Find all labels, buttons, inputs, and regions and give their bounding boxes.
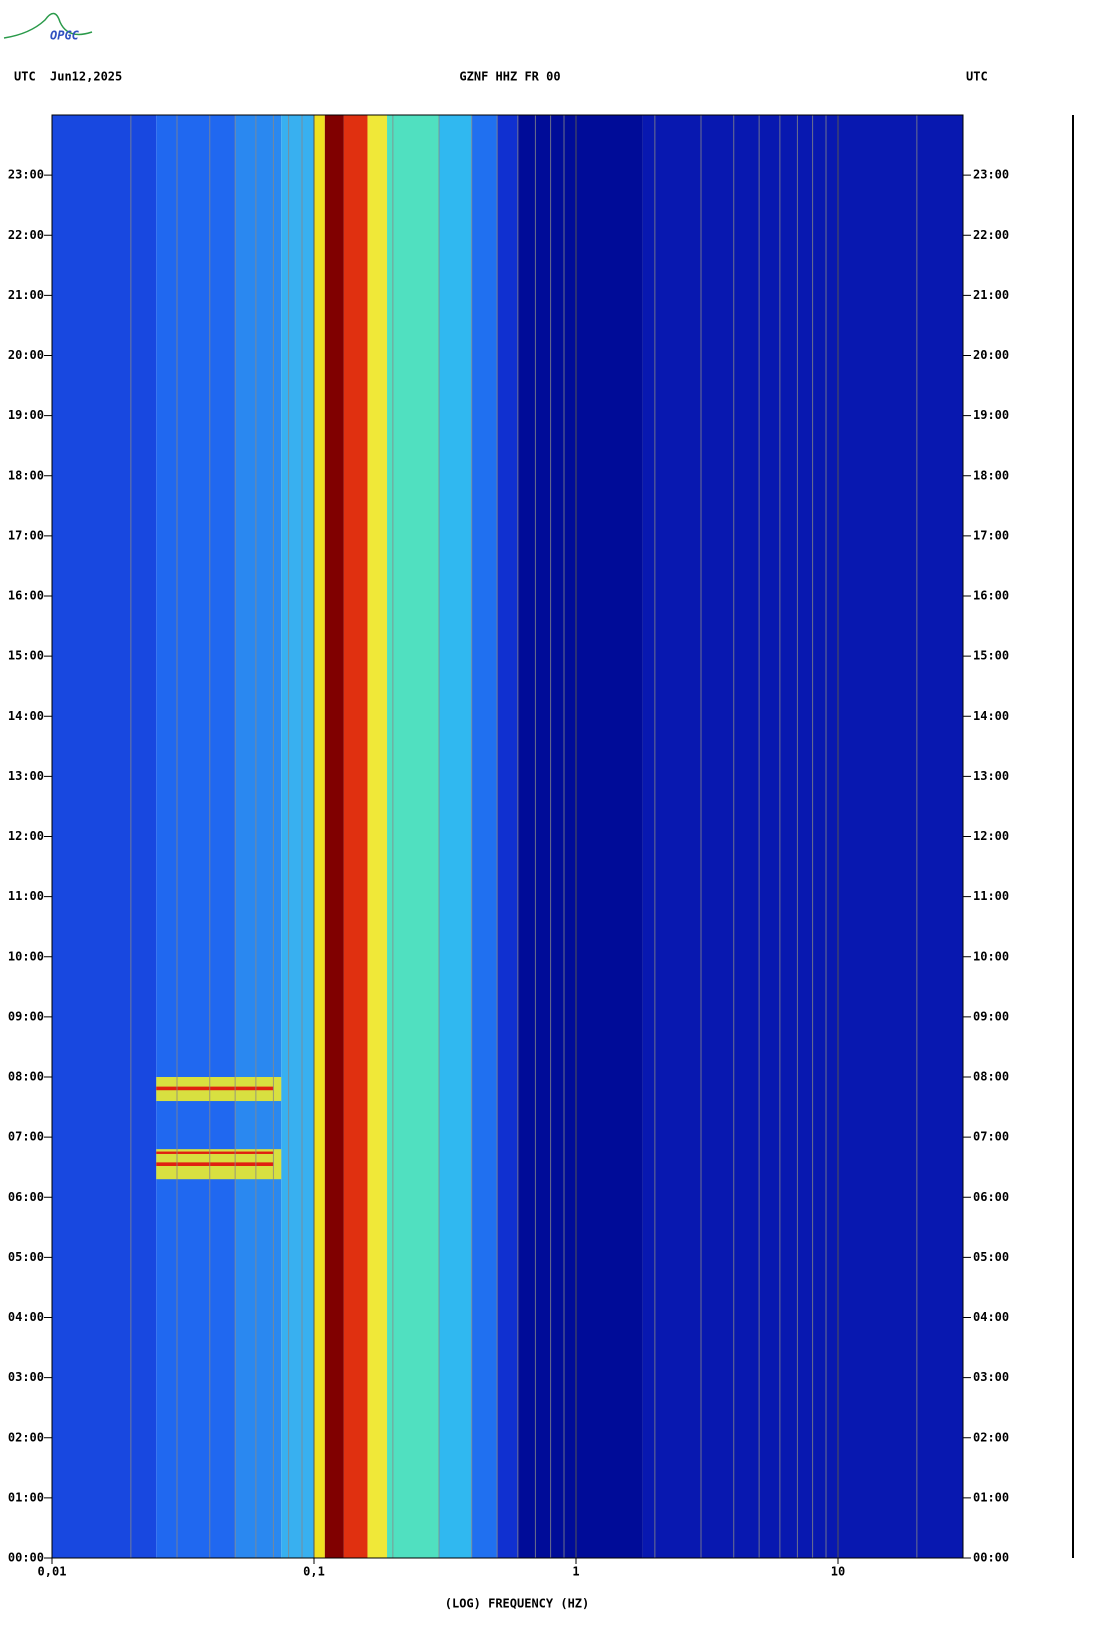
y-tick-label: 20:00	[8, 348, 44, 362]
y-tick-label: 22:00	[8, 228, 44, 242]
logo: OPGC	[50, 29, 80, 43]
event-band	[156, 1151, 274, 1154]
spectrum-band	[497, 115, 518, 1558]
y-tick-label: 13:00	[8, 769, 44, 783]
y-tick-label: 14:00	[973, 709, 1009, 723]
date: Jun12,2025	[50, 70, 122, 84]
y-tick-label: 18:00	[8, 468, 44, 482]
y-tick-label: 16:00	[973, 589, 1009, 603]
y-tick-label: 03:00	[973, 1370, 1009, 1384]
y-tick-label: 20:00	[973, 348, 1009, 362]
spectrum-band	[281, 115, 314, 1558]
spectrum-band	[156, 115, 236, 1558]
y-tick-label: 03:00	[8, 1370, 44, 1384]
y-tick-label: 11:00	[8, 889, 44, 903]
spectrum-band	[324, 115, 344, 1558]
y-tick-label: 13:00	[973, 769, 1009, 783]
y-tick-label: 04:00	[973, 1310, 1009, 1324]
y-tick-label: 23:00	[973, 168, 1009, 182]
y-tick-label: 19:00	[8, 408, 44, 422]
y-tick-label: 07:00	[8, 1130, 44, 1144]
y-tick-label: 10:00	[8, 949, 44, 963]
y-tick-label: 17:00	[8, 528, 44, 542]
y-tick-label: 17:00	[973, 528, 1009, 542]
x-tick-label: 1	[572, 1565, 579, 1579]
y-tick-label: 06:00	[8, 1190, 44, 1204]
y-tick-label: 06:00	[973, 1190, 1009, 1204]
y-tick-label: 21:00	[973, 288, 1009, 302]
y-tick-label: 04:00	[8, 1310, 44, 1324]
y-tick-label: 15:00	[8, 649, 44, 663]
spectrum-band	[517, 115, 643, 1558]
spectrum-band	[387, 115, 440, 1558]
x-axis-label: (LOG) FREQUENCY (HZ)	[445, 1597, 590, 1611]
spectrum-band	[642, 115, 963, 1558]
y-tick-label: 15:00	[973, 649, 1009, 663]
y-tick-label: 23:00	[8, 168, 44, 182]
y-tick-label: 09:00	[8, 1009, 44, 1023]
y-tick-label: 08:00	[8, 1070, 44, 1084]
y-tick-label: 08:00	[973, 1070, 1009, 1084]
y-tick-label: 22:00	[973, 228, 1009, 242]
spectrum-band	[52, 115, 157, 1558]
y-tick-label: 11:00	[973, 889, 1009, 903]
y-tick-label: 00:00	[8, 1551, 44, 1565]
y-tick-label: 14:00	[8, 709, 44, 723]
y-tick-label: 21:00	[8, 288, 44, 302]
y-tick-label: 09:00	[973, 1009, 1009, 1023]
y-tick-label: 07:00	[973, 1130, 1009, 1144]
spectrum-band	[471, 115, 498, 1558]
y-tick-label: 01:00	[973, 1490, 1009, 1504]
y-tick-label: 05:00	[8, 1250, 44, 1264]
event-band	[156, 1086, 274, 1091]
y-tick-label: 05:00	[973, 1250, 1009, 1264]
y-tick-label: 19:00	[973, 408, 1009, 422]
y-tick-label: 01:00	[8, 1490, 44, 1504]
plot-frame	[51, 114, 964, 1559]
y-tick-label: 18:00	[973, 468, 1009, 482]
y-tick-label: 12:00	[973, 829, 1009, 843]
spectrum-band	[367, 115, 388, 1558]
chart-title: GZNF HHZ FR 00	[459, 70, 560, 84]
x-tick-label: 0,1	[303, 1565, 325, 1579]
x-tick-label: 10	[831, 1565, 845, 1579]
spectrum-band	[313, 115, 325, 1558]
spectrum-band	[343, 115, 368, 1558]
y-tick-label: 00:00	[973, 1551, 1009, 1565]
y-tick-label: 02:00	[8, 1430, 44, 1444]
spectrum-band	[235, 115, 282, 1558]
y-tick-label: 12:00	[8, 829, 44, 843]
spectrum-band	[439, 115, 472, 1558]
x-tick-label: 0,01	[38, 1565, 67, 1579]
y-tick-label: 16:00	[8, 589, 44, 603]
time-zone: UTC	[966, 70, 988, 84]
logo-curve	[3, 12, 93, 39]
y-tick-label: 10:00	[973, 949, 1009, 963]
event-band	[156, 1162, 274, 1166]
time-zone: UTC	[14, 70, 36, 84]
y-tick-label: 02:00	[973, 1430, 1009, 1444]
